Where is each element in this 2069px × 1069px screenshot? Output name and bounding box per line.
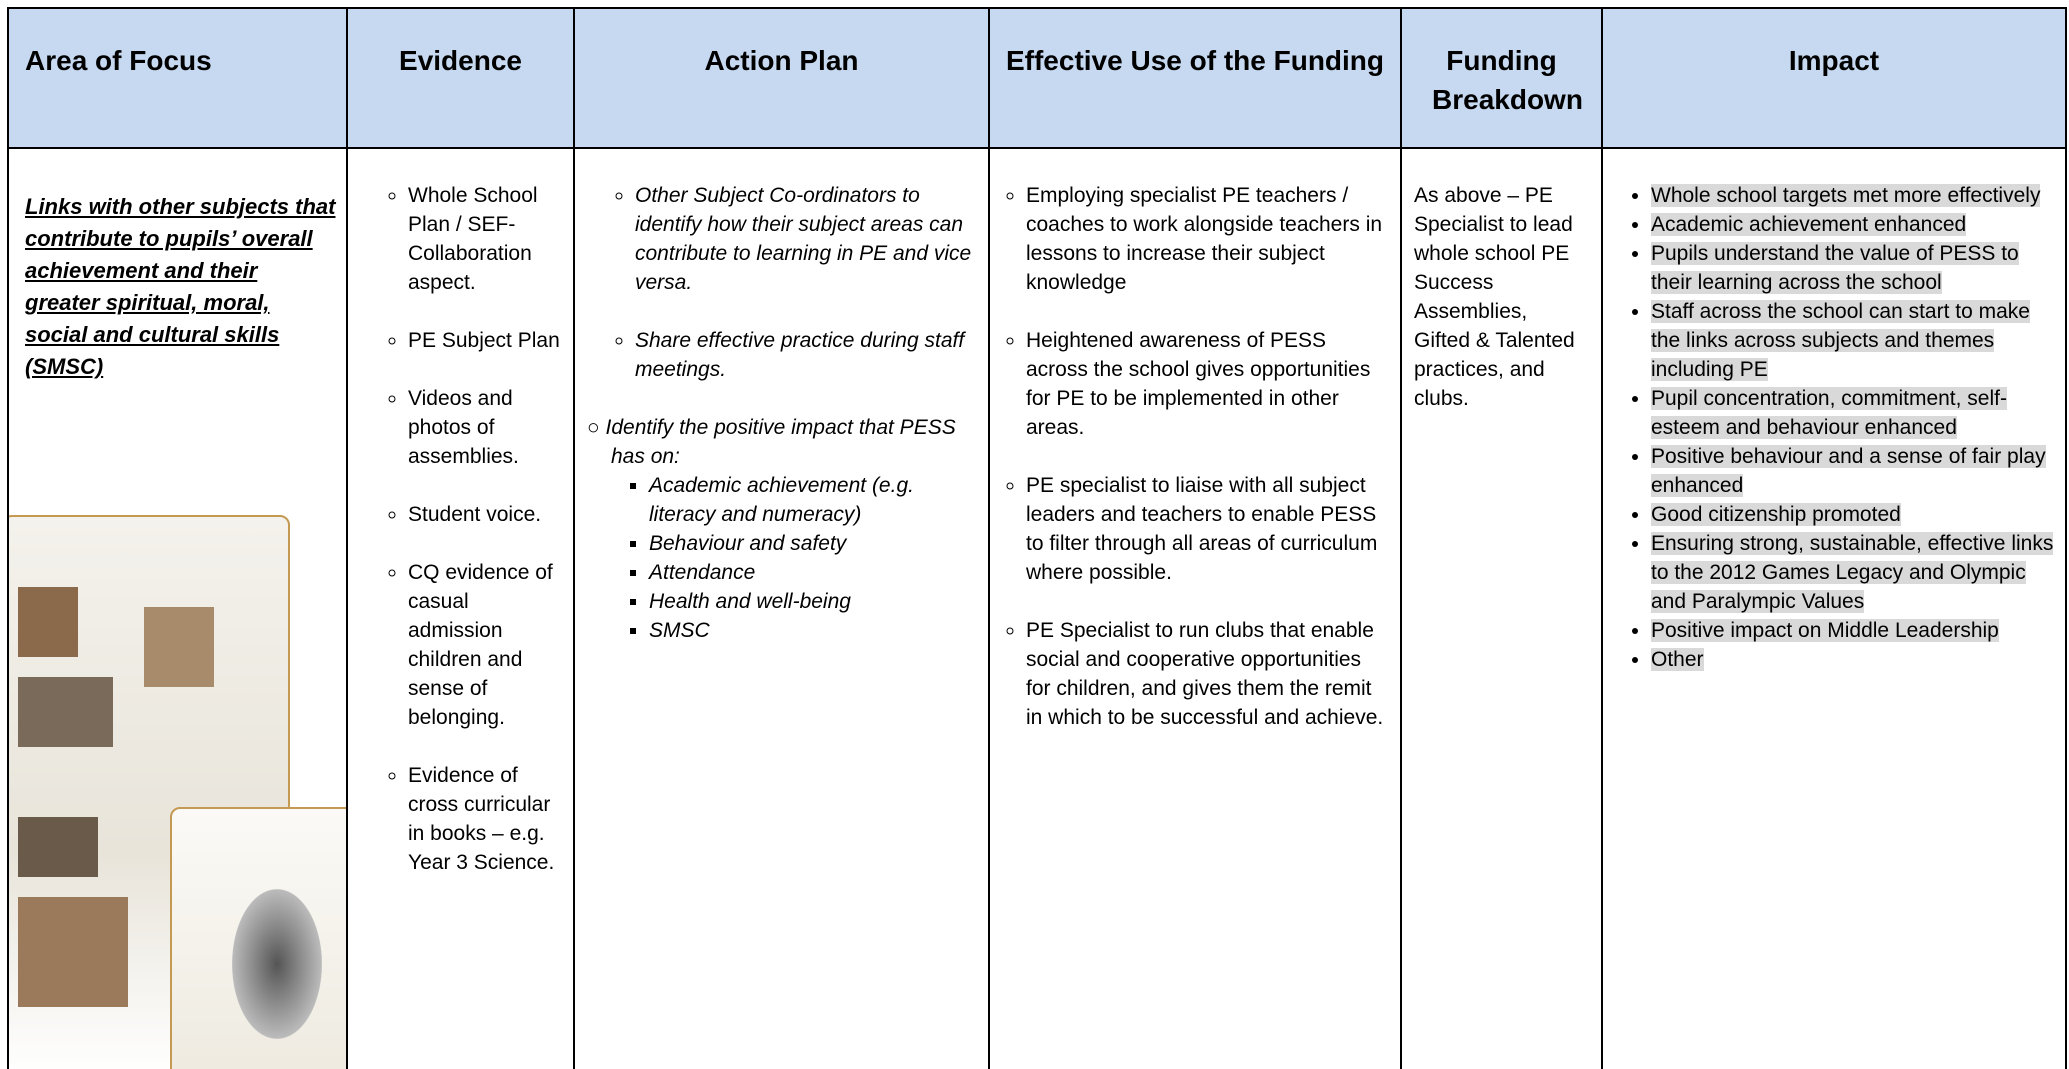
list-item: Ensuring strong, sustainable, effective … bbox=[1651, 529, 2057, 616]
item-text: Behaviour and safety bbox=[649, 532, 847, 555]
impact-cell: Whole school targets met more effectivel… bbox=[1603, 149, 2065, 674]
item-text: Whole School Plan / SEF- Collaboration a… bbox=[408, 184, 538, 294]
list-item: Student voice. bbox=[408, 500, 561, 529]
list-item: Academic achievement (e.g. literacy and … bbox=[649, 471, 976, 529]
list-item: Heightened awareness of PESS across the … bbox=[1026, 326, 1388, 442]
item-text: Positive behaviour and a sense of fair p… bbox=[1651, 445, 2046, 497]
header-cell: Effective Use of the Funding bbox=[990, 7, 1400, 149]
column-funding-use: Effective Use of the Funding Employing s… bbox=[988, 7, 1400, 1069]
drawing bbox=[232, 889, 322, 1039]
list-item: Share effective practice during staff me… bbox=[635, 326, 976, 384]
list-item: PE Specialist to run clubs that enable s… bbox=[1026, 616, 1388, 732]
area-text: Links with other subjects that contribut… bbox=[25, 194, 336, 379]
list-item: Pupil concentration, commitment, self-es… bbox=[1651, 384, 2057, 442]
list-item: Behaviour and safety bbox=[649, 529, 976, 558]
list-item: Positive impact on Middle Leadership bbox=[1651, 616, 2057, 645]
photo-thumb bbox=[18, 587, 78, 657]
item-text: Pupils understand the value of PESS to t… bbox=[1651, 242, 2019, 294]
item-text: Employing specialist PE teachers / coach… bbox=[1026, 184, 1383, 294]
header-cell: Action Plan bbox=[575, 7, 988, 149]
item-text: Academic achievement enhanced bbox=[1651, 213, 1967, 236]
list-item: Positive behaviour and a sense of fair p… bbox=[1651, 442, 2057, 500]
list-item: PE Subject Plan bbox=[408, 326, 561, 355]
funding-use-cell: Employing specialist PE teachers / coach… bbox=[990, 149, 1400, 732]
item-text: Good citizenship promoted bbox=[1651, 503, 1901, 526]
list-item: Other Subject Co-ordinators to identify … bbox=[635, 181, 976, 297]
item-text: Staff across the school can start to mak… bbox=[1651, 300, 2030, 381]
item-text: Evidence of cross curricular in books – … bbox=[408, 764, 555, 874]
list-item: Evidence of cross curricular in books – … bbox=[408, 761, 561, 877]
photo-thumb bbox=[18, 817, 98, 877]
list-item: Other bbox=[1651, 645, 2057, 674]
list-item: Academic achievement enhanced bbox=[1651, 210, 2057, 239]
list-item: Staff across the school can start to mak… bbox=[1651, 297, 2057, 384]
column-impact: Impact Whole school targets met more eff… bbox=[1601, 7, 2067, 1069]
evidence-list: Whole School Plan / SEF- Collaboration a… bbox=[360, 181, 561, 877]
item-text: Positive impact on Middle Leadership bbox=[1651, 619, 1999, 642]
item-text: Pupil concentration, commitment, self-es… bbox=[1651, 387, 2007, 439]
list-item: Videos and photos of assemblies. bbox=[408, 384, 561, 471]
evidence-cell: Whole School Plan / SEF- Collaboration a… bbox=[348, 149, 573, 877]
item-text: CQ evidence of casual admission children… bbox=[408, 561, 553, 729]
list-item: Health and well-being bbox=[649, 587, 976, 616]
item-text: Academic achievement (e.g. literacy and … bbox=[649, 474, 914, 526]
funding-use-list: Employing specialist PE teachers / coach… bbox=[1002, 181, 1388, 732]
list-item: Whole school targets met more effectivel… bbox=[1651, 181, 2057, 210]
action-list: Other Subject Co-ordinators to identify … bbox=[587, 181, 976, 384]
item-text: Health and well-being bbox=[649, 590, 851, 613]
item-text: Heightened awareness of PESS across the … bbox=[1026, 329, 1371, 439]
breakdown-text: As above – PE Specialist to lead whole s… bbox=[1414, 184, 1575, 410]
impact-area-list: Academic achievement (e.g. literacy and … bbox=[587, 471, 976, 645]
list-item: SMSC bbox=[649, 616, 976, 645]
item-text: Share effective practice during staff me… bbox=[635, 329, 965, 381]
column-breakdown: Funding Breakdown As above – PE Speciali… bbox=[1400, 7, 1601, 1069]
item-text: Whole school targets met more effectivel… bbox=[1651, 184, 2041, 207]
item-text: PE Subject Plan bbox=[408, 329, 560, 352]
item-text: SMSC bbox=[649, 619, 710, 642]
action-cell: Other Subject Co-ordinators to identify … bbox=[575, 149, 988, 645]
header-cell: Funding Breakdown bbox=[1402, 7, 1601, 149]
header-cell: Evidence bbox=[348, 7, 573, 149]
list-item: PE specialist to liaise with all subject… bbox=[1026, 471, 1388, 587]
header-cell: Impact bbox=[1603, 7, 2065, 149]
column-action: Action Plan Other Subject Co-ordinators … bbox=[573, 7, 988, 1069]
item-text: Student voice. bbox=[408, 503, 542, 526]
list-item: Employing specialist PE teachers / coach… bbox=[1026, 181, 1388, 297]
list-item: Whole School Plan / SEF- Collaboration a… bbox=[408, 181, 561, 297]
photo-worksheet bbox=[170, 807, 346, 1069]
item-text: Other bbox=[1651, 648, 1704, 671]
list-item: Pupils understand the value of PESS to t… bbox=[1651, 239, 2057, 297]
impact-list: Whole school targets met more effectivel… bbox=[1613, 181, 2057, 674]
list-item: CQ evidence of casual admission children… bbox=[408, 558, 561, 732]
photo-thumb bbox=[18, 677, 113, 747]
item-text: PE specialist to liaise with all subject… bbox=[1026, 474, 1378, 584]
column-evidence: Evidence Whole School Plan / SEF- Collab… bbox=[346, 7, 573, 1069]
item-text: Other Subject Co-ordinators to identify … bbox=[635, 184, 972, 294]
photo-book bbox=[9, 515, 290, 1069]
action-intro: ○ Identify the positive impact that PESS… bbox=[587, 416, 956, 468]
item-text: Videos and photos of assemblies. bbox=[408, 387, 519, 468]
item-text: Attendance bbox=[649, 561, 756, 584]
item-text: Ensuring strong, sustainable, effective … bbox=[1651, 532, 2054, 613]
text: Identify the positive impact that PESS h… bbox=[605, 416, 956, 468]
photo-thumb bbox=[18, 897, 128, 1007]
list-item: Attendance bbox=[649, 558, 976, 587]
column-area: Area of Focus Links with other subjects … bbox=[7, 7, 346, 1069]
header-cell: Area of Focus bbox=[9, 7, 346, 149]
photo-thumb bbox=[144, 607, 214, 687]
list-item: Good citizenship promoted bbox=[1651, 500, 2057, 529]
item-text: PE Specialist to run clubs that enable s… bbox=[1026, 619, 1384, 729]
